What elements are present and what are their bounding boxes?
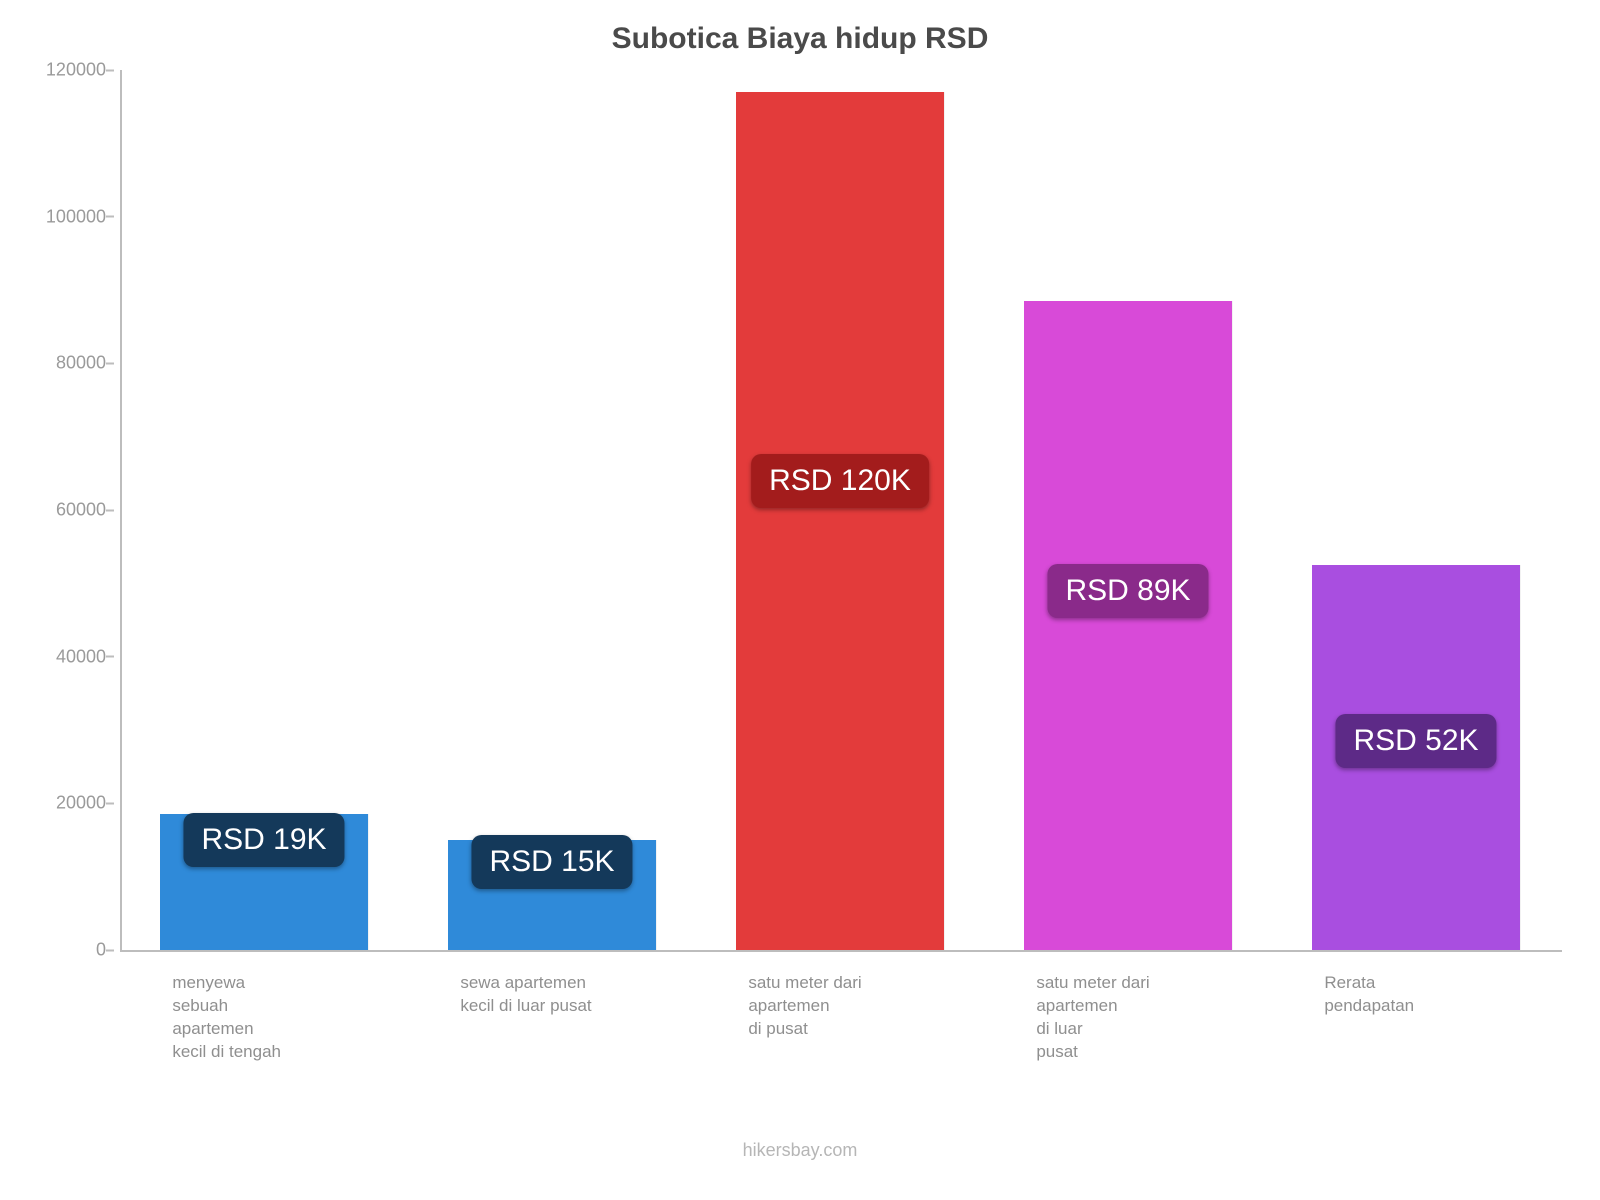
value-pill: RSD 89K bbox=[1047, 564, 1208, 618]
value-pill: RSD 15K bbox=[471, 835, 632, 889]
y-tick-mark bbox=[106, 509, 114, 511]
bar bbox=[1024, 301, 1231, 950]
x-axis-label: Reratapendapatan bbox=[1324, 972, 1561, 1018]
value-pill: RSD 19K bbox=[183, 813, 344, 867]
y-tick-label: 20000 bbox=[56, 793, 106, 814]
chart-title: Subotica Biaya hidup RSD bbox=[0, 22, 1600, 56]
x-axis-label-line: Rerata bbox=[1324, 972, 1561, 995]
y-tick-mark bbox=[106, 362, 114, 364]
y-tick-mark bbox=[106, 949, 114, 951]
x-axis-label-line: di pusat bbox=[748, 1018, 985, 1041]
y-tick-label: 40000 bbox=[56, 646, 106, 667]
y-tick: 0 bbox=[0, 940, 106, 961]
y-tick: 80000 bbox=[0, 353, 106, 374]
y-tick: 20000 bbox=[0, 793, 106, 814]
y-tick-mark bbox=[106, 802, 114, 804]
y-tick-label: 100000 bbox=[46, 206, 106, 227]
y-tick: 100000 bbox=[0, 206, 106, 227]
y-tick-mark bbox=[106, 656, 114, 658]
value-pill: RSD 120K bbox=[751, 454, 929, 508]
y-tick-label: 0 bbox=[96, 940, 106, 961]
y-tick-mark bbox=[106, 216, 114, 218]
x-axis-label-line: apartemen bbox=[172, 1018, 409, 1041]
y-tick-label: 60000 bbox=[56, 500, 106, 521]
x-axis-label: sewa apartemenkecil di luar pusat bbox=[460, 972, 697, 1018]
x-axis-label-line: sewa apartemen bbox=[460, 972, 697, 995]
x-axis-label: satu meter dariapartemendi luarpusat bbox=[1036, 972, 1273, 1064]
value-pill: RSD 52K bbox=[1335, 714, 1496, 768]
x-axis-label-line: apartemen bbox=[748, 995, 985, 1018]
x-axis-label-line: pusat bbox=[1036, 1041, 1273, 1064]
x-axis-label-line: pendapatan bbox=[1324, 995, 1561, 1018]
y-tick: 120000 bbox=[0, 60, 106, 81]
bar bbox=[736, 92, 943, 950]
x-axis-label: menyewasebuahapartemenkecil di tengah bbox=[172, 972, 409, 1064]
x-axis-label-line: menyewa bbox=[172, 972, 409, 995]
x-axis-label-line: apartemen bbox=[1036, 995, 1273, 1018]
y-tick: 40000 bbox=[0, 646, 106, 667]
y-tick-label: 120000 bbox=[46, 60, 106, 81]
chart-footer: hikersbay.com bbox=[0, 1140, 1600, 1161]
y-tick-mark bbox=[106, 69, 114, 71]
x-axis-label-line: kecil di tengah bbox=[172, 1041, 409, 1064]
y-tick: 60000 bbox=[0, 500, 106, 521]
cost-of-living-chart: Subotica Biaya hidup RSD 0 20000 40000 6000… bbox=[0, 0, 1600, 1200]
x-axis-label-line: satu meter dari bbox=[1036, 972, 1273, 995]
y-tick-label: 80000 bbox=[56, 353, 106, 374]
x-axis-label: satu meter dariapartemendi pusat bbox=[748, 972, 985, 1041]
x-axis-label-line: di luar bbox=[1036, 1018, 1273, 1041]
x-axis-label-line: kecil di luar pusat bbox=[460, 995, 697, 1018]
x-axis-label-line: satu meter dari bbox=[748, 972, 985, 995]
x-axis-label-line: sebuah bbox=[172, 995, 409, 1018]
